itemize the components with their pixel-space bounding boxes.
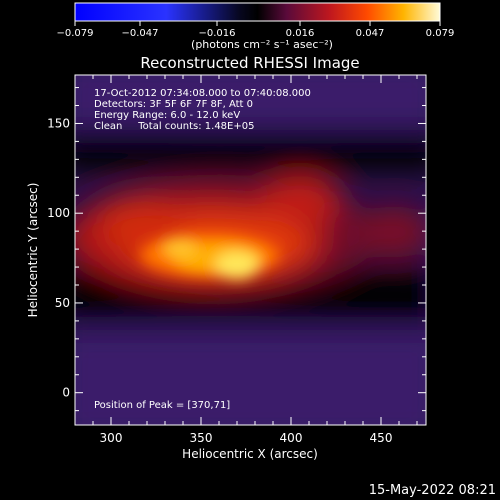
y-tick-label: 0 <box>62 386 70 400</box>
annotation-energy: Energy Range: 6.0 - 12.0 keV <box>94 110 240 121</box>
y-tick-label: 100 <box>47 206 70 220</box>
annotation-time: 17-Oct-2012 07:34:08.000 to 07:40:08.000 <box>94 88 311 99</box>
chart-title: Reconstructed RHESSI Image <box>140 54 359 72</box>
colorbar-tick-label: 0.016 <box>286 28 315 39</box>
annotation-detectors: Detectors: 3F 5F 6F 7F 8F, Att 0 <box>94 99 253 110</box>
colorbar: −0.079 −0.047 −0.016 0.016 0.047 0.079 (photo… <box>56 2 454 51</box>
x-axis-label: Heliocentric X (arcsec) <box>182 447 318 461</box>
colorbar-ticks: −0.079 −0.047 −0.016 0.016 0.047 0.079 <box>56 21 454 39</box>
plot-frame <box>74 74 427 426</box>
colorbar-tick-label: −0.016 <box>198 28 235 39</box>
annotation-clean: Clean Total counts: 1.48E+05 <box>94 121 254 132</box>
peak-position-label: Position of Peak = [370,71] <box>94 400 230 411</box>
y-tick-label: 50 <box>55 296 70 310</box>
colorbar-tick-label: 0.079 <box>426 28 455 39</box>
y-tick-label: 150 <box>47 116 70 130</box>
colorbar-gradient <box>74 2 441 22</box>
x-axis-ticks: 300 350 400 450 <box>74 75 418 445</box>
colorbar-unit-label: (photons cm⁻² s⁻¹ asec⁻²) <box>191 38 333 51</box>
colorbar-tick-label: −0.079 <box>56 28 93 39</box>
y-axis-label: Heliocentric Y (arcsec) <box>26 183 40 318</box>
footer-date: 15-May-2022 08:21 <box>369 483 496 498</box>
heatmap-image <box>75 75 426 425</box>
x-tick-label: 450 <box>370 431 393 445</box>
y-axis-ticks: 0 50 100 150 <box>47 87 426 412</box>
x-tick-label: 400 <box>280 431 303 445</box>
annotations: 17-Oct-2012 07:34:08.000 to 07:40:08.000… <box>94 88 311 132</box>
colorbar-tick-label: 0.047 <box>356 28 385 39</box>
colorbar-tick-label: −0.047 <box>121 28 158 39</box>
x-tick-label: 300 <box>100 431 123 445</box>
x-tick-label: 350 <box>190 431 213 445</box>
